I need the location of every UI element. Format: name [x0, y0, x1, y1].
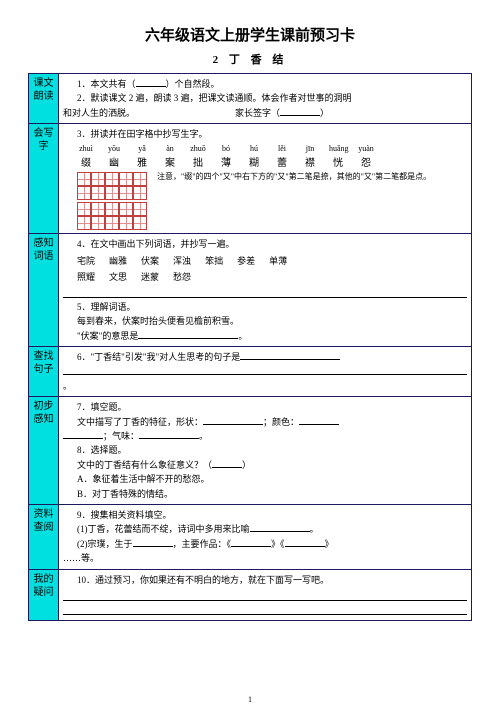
s6-l9a: (1)丁香，花蕾结而不绽，诗词中多用来比喻	[77, 524, 250, 534]
option-b: B．对丁香特殊的情结。	[77, 487, 467, 501]
blank[interactable]	[240, 350, 340, 360]
section-label-7: 我的疑问	[29, 569, 59, 620]
page-number: 1	[0, 695, 500, 704]
word-row-1: 宅院幽雅伏案浑浊笨拙参差单薄	[77, 254, 467, 267]
s5-l7a: 文中描写了丁香的特征，形状：	[77, 417, 203, 427]
s1-l1b: ）个自然段。	[166, 79, 220, 89]
s5-l8: 8．选择题。	[77, 443, 467, 457]
section-label-3: 感知词语	[29, 233, 59, 347]
pinyin-row: zhuìyōuyǎànzhuōbóhúlěijīnhuǎngyuàn	[77, 144, 467, 153]
blank[interactable]	[285, 537, 325, 547]
section-content-7: 10．通过预习，你如果还有不明白的地方，就在下面写一写吧。	[59, 569, 472, 620]
blank[interactable]	[212, 458, 242, 468]
section-label-5: 初步感知	[29, 397, 59, 505]
s3-l5: 5．理解词语。	[77, 300, 467, 314]
s6-l9c: ，主要作品：《	[173, 539, 232, 549]
s6-l9b: (2)宗璞，生于	[77, 539, 133, 549]
blank[interactable]	[138, 329, 238, 339]
s1-l1a: 1．本文共有（	[77, 79, 136, 89]
section-label-2: 会写字	[29, 124, 59, 233]
section-content-5: 7．填空题。 文中描写了丁香的特征，形状：；颜色： ；气味：。 8．选择题。 文…	[59, 397, 472, 505]
option-a: A．象征着生活中解不开的愁怨。	[77, 472, 467, 486]
blank[interactable]	[139, 429, 199, 439]
s1-l2: 2．默读课文 2 遍，朗读 3 遍，把课文读通顺。体会作者对世事的洞明	[77, 91, 467, 105]
section-label-1: 课文朗读	[29, 74, 59, 124]
s5-l7: 7．填空题。	[77, 400, 467, 414]
section-content-1: 1．本文共有（ ）个自然段。 2．默读课文 2 遍，朗读 3 遍，把课文读通顺。体…	[59, 74, 472, 124]
worksheet-table: 课文朗读 1．本文共有（ ）个自然段。 2．默读课文 2 遍，朗读 3 遍，把课文…	[28, 73, 472, 621]
section-content-3: 4．在文中画出下列词语，并抄写一遍。 宅院幽雅伏案浑浊笨拙参差单薄 照耀文思迷蒙…	[59, 233, 472, 347]
lesson-subtitle: 2 丁 香 结	[28, 51, 472, 67]
writing-note: 注意，"缀"的四个"又"中右下方的"又"第二笔是捺，其他的"又"第二笔都是点。	[151, 172, 467, 182]
s1-l3a: 和对人生的洒脱。	[63, 108, 135, 118]
blank[interactable]	[250, 522, 310, 532]
page-title: 六年级语文上册学生课前预习卡	[28, 24, 472, 45]
s6-l9e: 》	[325, 539, 334, 549]
s1-l3b: 家长签字（	[235, 108, 280, 118]
blank[interactable]	[63, 365, 467, 375]
section-label-6: 资料查阅	[29, 505, 59, 570]
s6-l9d: 》《	[271, 539, 285, 549]
s1-l3c: ）	[320, 108, 329, 118]
section-content-2: 3．拼读并在田字格中抄写生字。 zhuìyōuyǎànzhuōbóhúlěijī…	[59, 124, 472, 233]
s3-l1: 4．在文中画出下列词语，并抄写一遍。	[77, 237, 467, 251]
s7-l: 10．通过预习，你如果还有不明白的地方，就在下面写一写吧。	[77, 573, 467, 587]
s3-l6: 每到春来，伏案时抬头便看见檐前积雪。	[77, 314, 467, 328]
tian-grids[interactable]	[77, 172, 147, 230]
write-line[interactable]	[63, 603, 467, 615]
s5-l7b: ；颜色：	[263, 417, 299, 427]
blank[interactable]	[133, 537, 173, 547]
blank[interactable]	[299, 415, 339, 425]
blank[interactable]	[136, 77, 166, 87]
signature-blank[interactable]	[280, 106, 320, 116]
write-line[interactable]	[63, 589, 467, 601]
blank[interactable]	[63, 429, 103, 439]
s5-l8q2: ）	[242, 460, 251, 470]
s6-l9: 9．搜集相关资料填空。	[77, 508, 467, 522]
blank[interactable]	[203, 415, 263, 425]
s3-l7: "伏案"的意思是	[77, 331, 138, 341]
char-row: 缀幽雅案拙薄糊蕾襟恍怨	[77, 154, 467, 169]
write-line[interactable]	[63, 286, 467, 298]
s6-l9f: ……等。	[63, 553, 99, 563]
blank[interactable]	[231, 537, 271, 547]
s4-l: 6．"丁香结"引发"我"对人生思考的句子是	[77, 352, 240, 362]
s5-l7c: ；气味：	[103, 431, 139, 441]
s2-l1: 3．拼读并在田字格中抄写生字。	[77, 127, 467, 141]
word-row-2: 照耀文思迷蒙愁怨	[77, 270, 467, 283]
section-content-6: 9．搜集相关资料填空。 (1)丁香，花蕾结而不绽，诗词中多用来比喻。 (2)宗璞…	[59, 505, 472, 570]
section-label-4: 查找句子	[29, 347, 59, 397]
section-content-4: 6．"丁香结"引发"我"对人生思考的句子是 。	[59, 347, 472, 397]
s5-l8q: 文中的丁香结有什么象征意义？（	[77, 460, 212, 470]
